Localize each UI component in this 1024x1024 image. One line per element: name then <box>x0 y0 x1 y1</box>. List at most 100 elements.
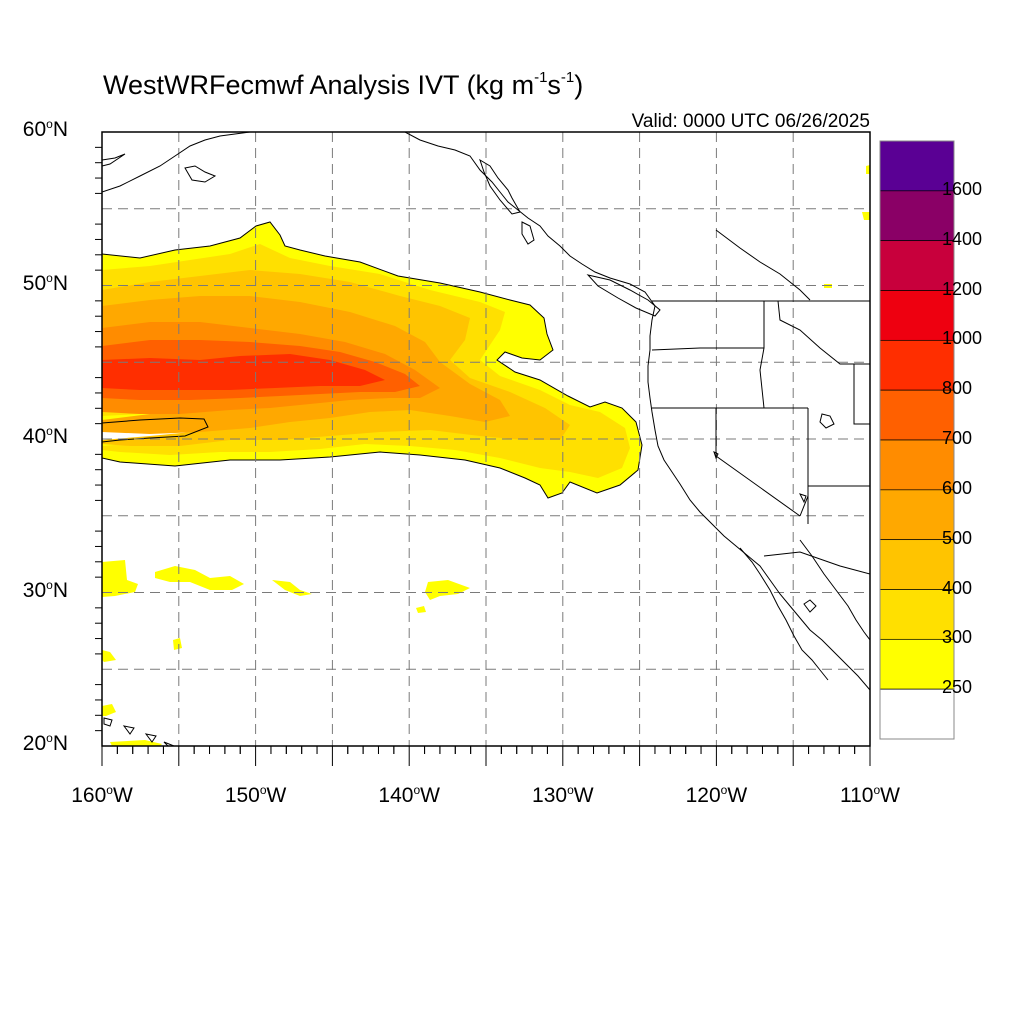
title-sup-2: -1 <box>560 69 575 86</box>
gulf-islands <box>803 599 817 613</box>
lat-degree: 40 <box>22 425 47 448</box>
degree-symbol: o <box>720 783 728 797</box>
colorbar-swatch <box>879 240 955 291</box>
nevada-east-border <box>799 408 809 517</box>
degree-symbol: o <box>413 783 421 797</box>
lon-tick-label: 130oW <box>513 783 613 808</box>
hemisphere: W <box>880 784 900 807</box>
southeast-alaska <box>479 158 521 215</box>
hawaii-islands <box>103 717 175 746</box>
lake-tahoe <box>713 451 719 460</box>
axis-ticks <box>95 146 871 766</box>
lat-tick-label: 60oN <box>10 117 68 142</box>
title-sup-1: -1 <box>534 69 548 86</box>
ivt-patch <box>110 740 162 746</box>
lon-degree: 160 <box>71 784 107 807</box>
degree-symbol: o <box>46 117 53 131</box>
ivt-patch <box>102 560 138 597</box>
idaho-west-border <box>759 301 765 409</box>
lon-tick-label: 150oW <box>206 783 306 808</box>
nevada-border <box>715 408 801 517</box>
ivt-patch <box>102 704 116 716</box>
alaska-coast <box>102 153 126 167</box>
haida-gwaii <box>521 221 535 245</box>
lat-degree: 30 <box>22 578 47 602</box>
coastlines <box>102 132 870 746</box>
map-title: WestWRFecmwf Analysis IVT (kg m-1s-1) <box>103 69 584 101</box>
degree-symbol: o <box>46 731 53 745</box>
colorbar-outline <box>879 140 955 740</box>
great-salt-lake <box>819 413 835 429</box>
colorbar-tick-label: 600 <box>942 477 973 498</box>
lat-tick-label: 50oN <box>10 270 68 296</box>
rockies-divide <box>715 229 811 301</box>
hemisphere: W <box>266 784 287 807</box>
degree-symbol: o <box>873 783 881 797</box>
lat-degree: 60 <box>22 118 47 141</box>
title-mid: s <box>547 70 561 100</box>
colorbar-tick-label: 1600 <box>942 178 983 199</box>
hemisphere: W <box>112 784 133 807</box>
ivt-patch <box>862 212 870 220</box>
title-end: ) <box>574 70 584 100</box>
north-america-coast <box>404 132 870 691</box>
colorbar-tick-label: 700 <box>942 428 973 448</box>
ivt-patch <box>425 580 470 600</box>
hemisphere: N <box>52 425 68 448</box>
colorbar-swatch <box>879 439 955 491</box>
degree-symbol: o <box>46 270 53 285</box>
hemisphere: W <box>420 784 440 807</box>
ivt-patch <box>173 638 182 650</box>
lon-tick-label: 120oW <box>666 783 766 808</box>
colorbar <box>879 140 955 740</box>
colorbar-tick-label: 1400 <box>942 228 983 249</box>
ivt-patch <box>416 606 426 613</box>
lon-degree: 150 <box>224 784 260 807</box>
valid-time-label: Valid: 0000 UTC 06/26/2025 <box>631 111 870 132</box>
kodiak <box>184 165 217 183</box>
lat-tick-label: 30oN <box>10 577 68 603</box>
colorbar-swatch <box>879 389 955 441</box>
colorbar-tick-label: 800 <box>942 378 973 399</box>
vancouver-island <box>586 274 661 317</box>
hemisphere: N <box>52 118 68 141</box>
hemisphere: N <box>52 732 68 755</box>
degree-symbol: o <box>106 783 113 797</box>
colorbar-swatch <box>879 290 955 341</box>
ivt-outline <box>102 221 643 499</box>
ivt-field <box>102 165 870 746</box>
lon-tick-label: 110oW <box>820 783 920 808</box>
colorbar-tick-label: 500 <box>942 527 973 548</box>
lon-degree: 140 <box>378 784 414 807</box>
colorbar-tick-label: 1000 <box>942 328 983 349</box>
degree-symbol: o <box>46 424 53 438</box>
lat-tick-label: 40oN <box>10 424 68 449</box>
degree-symbol: o <box>46 577 53 592</box>
colorbar-swatch <box>879 539 955 590</box>
lon-degree: 130 <box>532 784 568 807</box>
lon-tick-label: 160oW <box>52 783 152 808</box>
hemisphere: N <box>52 271 68 295</box>
lat-lon-grid <box>102 132 870 746</box>
hemisphere: N <box>52 578 68 602</box>
ivt-hole-outline <box>102 417 209 443</box>
ivt-contour-800 <box>102 354 385 390</box>
ivt-patch <box>155 566 244 590</box>
lon-degree: 110 <box>840 784 874 807</box>
lon-degree: 120 <box>685 784 721 807</box>
colorbar-swatch <box>879 638 955 690</box>
montana-border <box>777 300 870 425</box>
baja-coast <box>739 547 829 681</box>
lat-degree: 20 <box>22 732 47 755</box>
washington-oregon-border <box>651 347 764 351</box>
alaska-peninsula <box>102 132 251 193</box>
colorbar-swatch <box>879 489 955 541</box>
us-mexico-border <box>763 551 870 575</box>
lat-tick-label: 20oN <box>10 731 68 756</box>
ivt-patch <box>272 580 312 596</box>
lon-tick-label: 140oW <box>359 783 459 808</box>
degree-symbol: o <box>567 783 574 797</box>
hemisphere: W <box>573 784 594 807</box>
